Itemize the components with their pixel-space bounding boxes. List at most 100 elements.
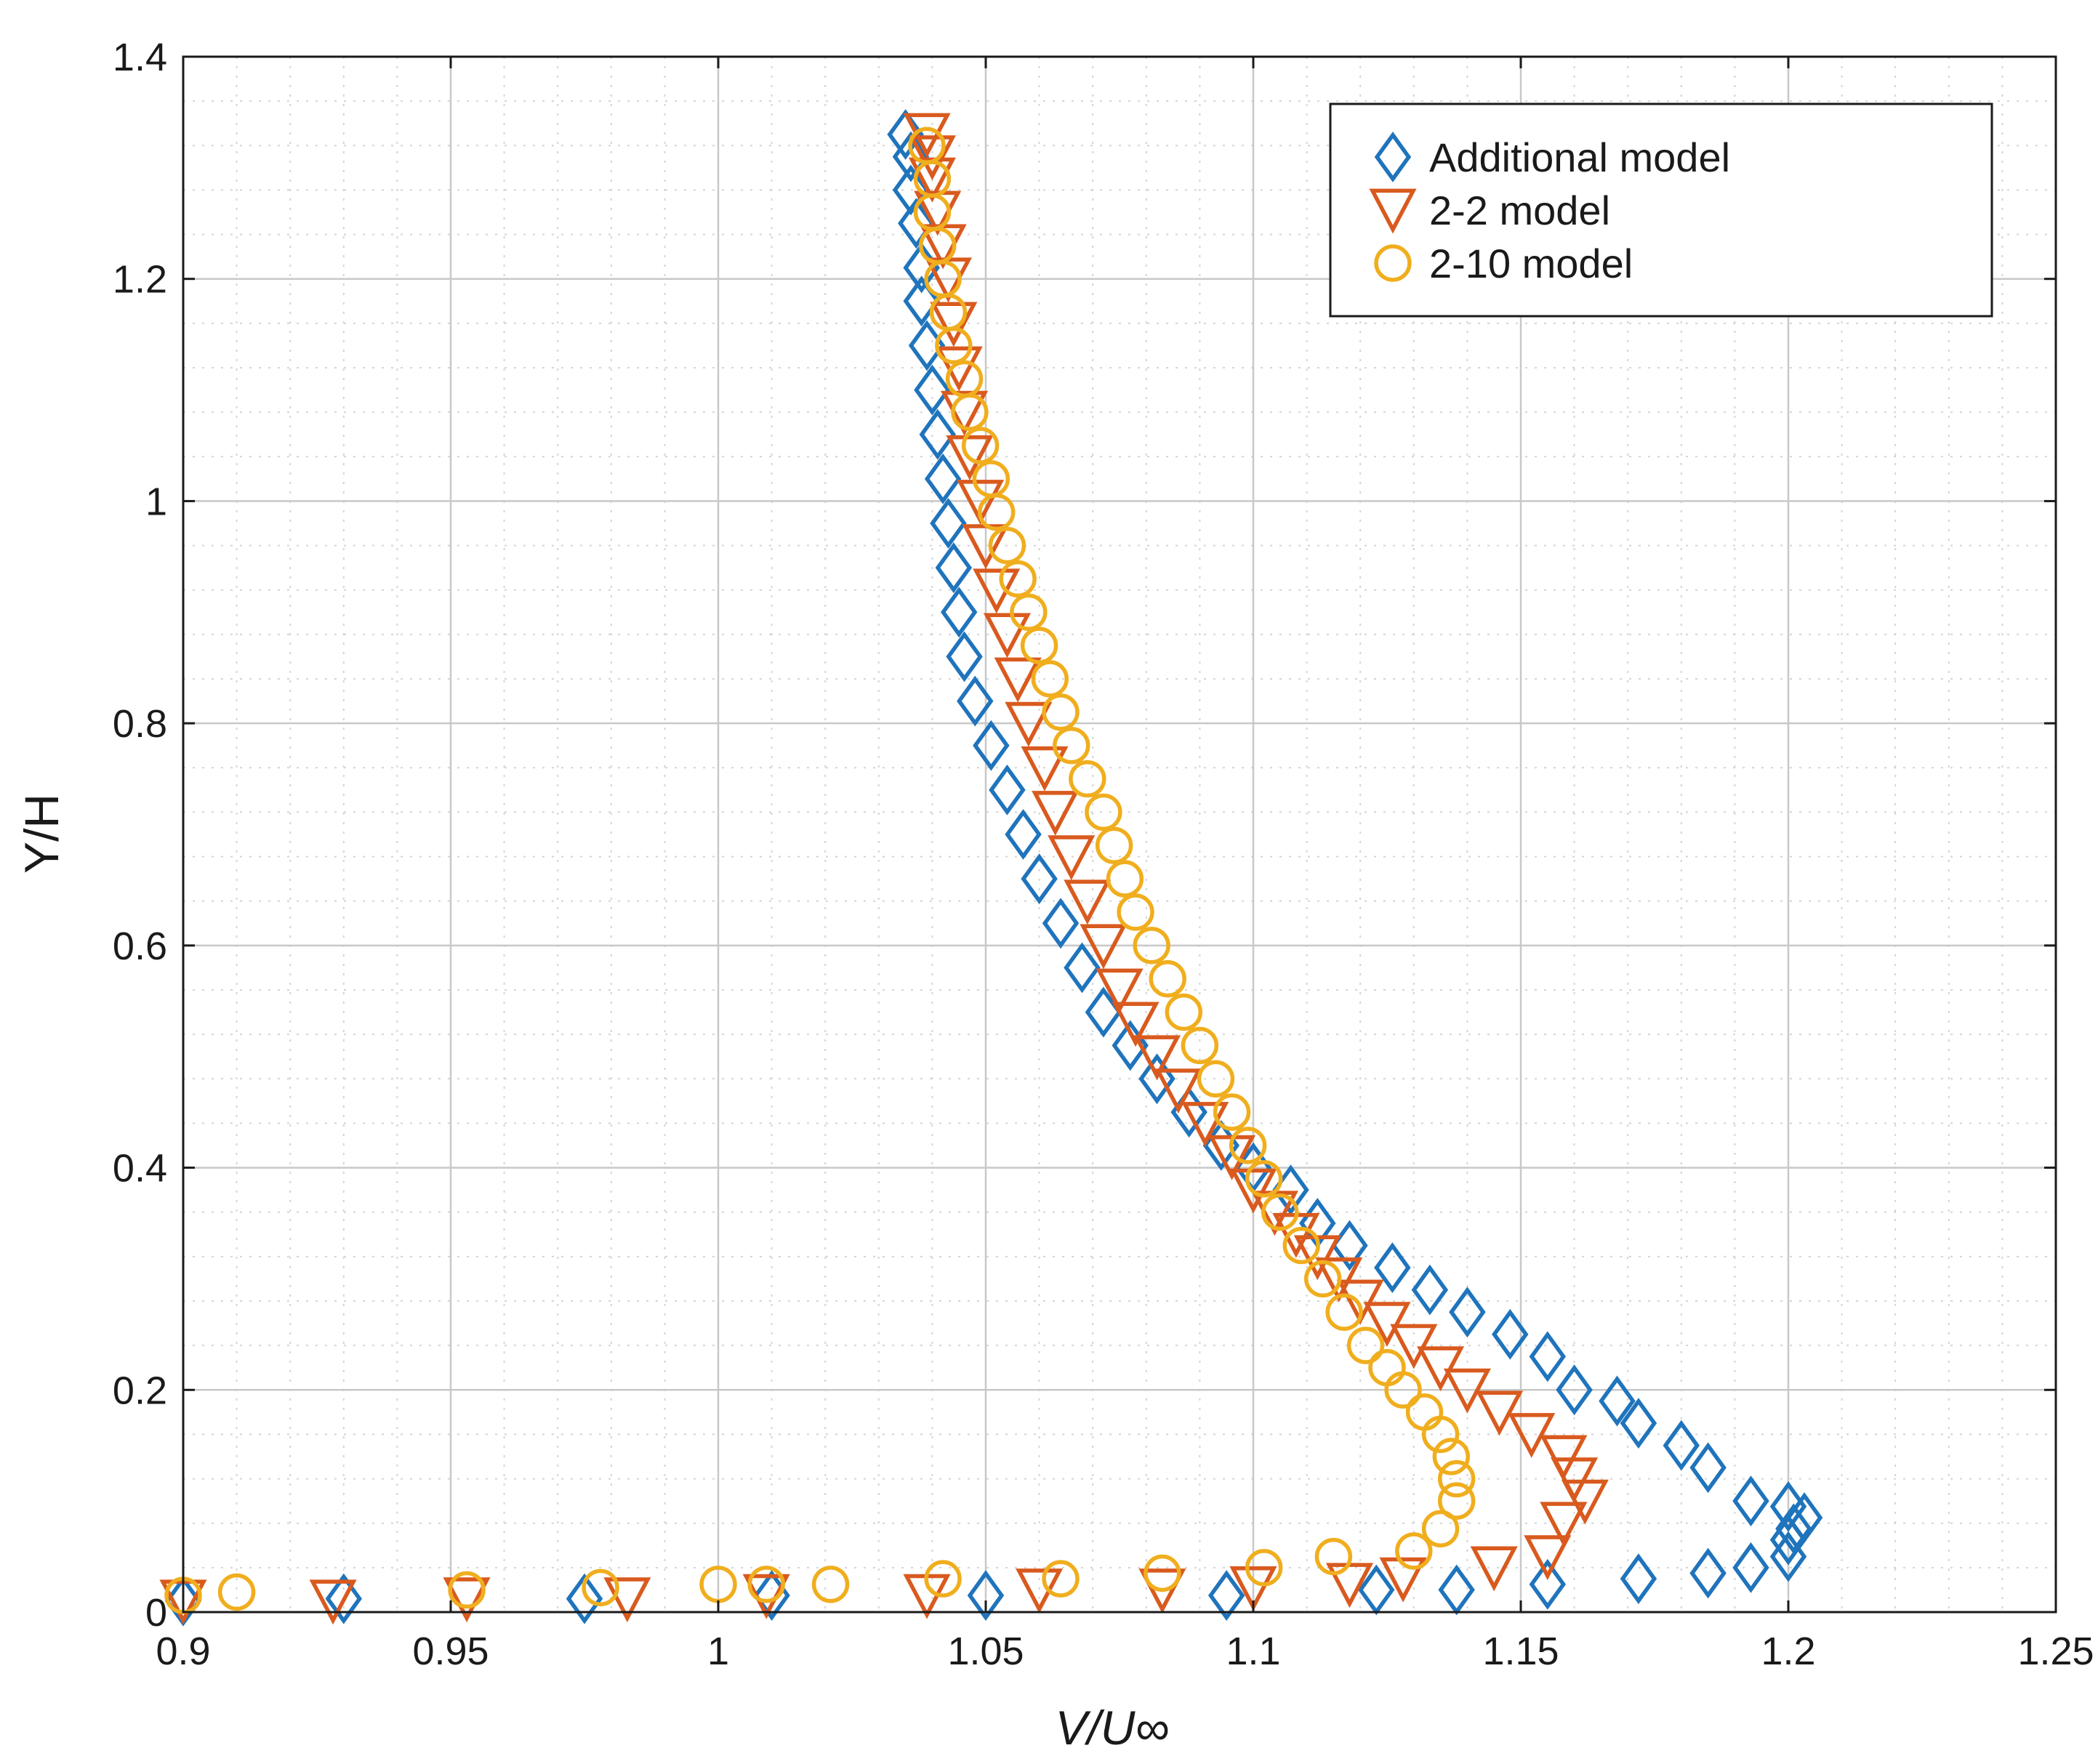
data-point	[1106, 860, 1144, 898]
data-point	[566, 1573, 603, 1624]
data-point	[946, 435, 994, 480]
data-point	[1395, 1532, 1433, 1570]
data-point	[961, 427, 1000, 464]
x-tick-label: 1.05	[947, 1630, 1024, 1673]
data-point	[972, 460, 1010, 498]
legend-label: Additional model	[1429, 134, 1730, 180]
legend-entry-3: 2-10 model	[1374, 241, 1633, 286]
legend-label: 2-10 model	[1429, 241, 1633, 286]
data-point	[1154, 1068, 1202, 1114]
data-point	[1096, 968, 1144, 1014]
data-point	[1540, 1502, 1588, 1547]
data-point	[1282, 1226, 1320, 1265]
data-point	[919, 408, 956, 460]
legend-box	[1329, 102, 1993, 318]
data-point	[1133, 927, 1170, 964]
data-point	[1064, 879, 1112, 925]
minor-grid	[183, 57, 2056, 1612]
data-point	[217, 1573, 256, 1611]
data-point	[1540, 1435, 1588, 1481]
data-point	[1315, 1257, 1363, 1302]
data-point	[1245, 1160, 1283, 1198]
data-point	[935, 346, 983, 392]
series-3	[164, 126, 1476, 1614]
data-point	[1021, 853, 1058, 905]
data-point	[1476, 1390, 1524, 1436]
data-point	[892, 164, 930, 216]
data-point	[1031, 660, 1069, 698]
legend-entries: Additional model 2-2 model 2-10 model	[1369, 132, 1730, 286]
data-point	[1261, 1193, 1299, 1231]
y-tick-label: 1.2	[113, 258, 167, 302]
y-tick-label: 0.4	[113, 1147, 167, 1191]
data-point	[994, 657, 1042, 703]
data-point	[946, 631, 983, 682]
data-point	[1689, 1547, 1727, 1599]
data-point	[1689, 1442, 1727, 1494]
data-point	[1390, 1324, 1438, 1369]
data-point	[1165, 993, 1203, 1031]
legend: Additional model 2-2 model 2-10 model	[1329, 102, 1993, 318]
data-point	[973, 720, 1010, 771]
series-1	[164, 109, 1823, 1627]
legend-marker	[1374, 244, 1412, 282]
data-point	[1133, 1035, 1181, 1081]
data-point	[1492, 1308, 1529, 1360]
data-point	[1508, 1413, 1556, 1458]
data-point	[1374, 1242, 1411, 1294]
y-tick-label: 1.4	[113, 36, 167, 79]
data-point	[1411, 1264, 1449, 1316]
data-point	[1053, 727, 1090, 765]
data-point	[1144, 1554, 1181, 1592]
data-point	[1095, 826, 1133, 864]
axes-frame	[182, 55, 2057, 1614]
data-point	[1620, 1553, 1657, 1605]
data-point	[1529, 1331, 1567, 1382]
data-point	[1138, 1568, 1186, 1614]
data-point	[1112, 1002, 1159, 1047]
data-point	[1663, 1419, 1700, 1471]
data-point	[1470, 1546, 1518, 1592]
x-tick-label: 1.1	[1226, 1630, 1280, 1673]
data-point	[747, 1566, 785, 1603]
data-point	[1005, 809, 1042, 860]
data-point	[1080, 924, 1128, 970]
data-point	[443, 1577, 491, 1623]
data-point	[1325, 1293, 1363, 1331]
x-tick-label: 1.2	[1761, 1630, 1815, 1673]
data-point	[1443, 1368, 1491, 1414]
legend-marker	[1369, 188, 1417, 234]
data-point	[1207, 1570, 1245, 1622]
data-point	[1599, 1375, 1636, 1427]
data-point	[1021, 746, 1069, 792]
x-tick-label: 0.95	[412, 1630, 489, 1673]
y-tick-label: 0.2	[113, 1369, 167, 1412]
data-point	[1732, 1475, 1769, 1527]
data-point	[908, 126, 946, 164]
data-point	[989, 764, 1026, 815]
y-tick-label: 0.6	[113, 925, 167, 968]
data-point	[1245, 1549, 1283, 1587]
data-point	[1405, 1393, 1444, 1431]
data-point	[935, 542, 973, 594]
data-point	[1229, 1127, 1267, 1164]
data-point	[1085, 793, 1122, 831]
x-tick-label: 1	[707, 1630, 729, 1673]
legend-marker	[1374, 132, 1412, 182]
data-point	[582, 1568, 619, 1607]
x-tick-label: 1.25	[2017, 1630, 2094, 1673]
data-point	[1529, 1558, 1567, 1610]
data-point	[1769, 1481, 1807, 1532]
x-tick-label: 1.15	[1482, 1630, 1559, 1673]
data-point	[1524, 1535, 1572, 1581]
legend-entry-1: Additional model	[1374, 132, 1730, 182]
y-tick-label: 0	[145, 1591, 167, 1635]
data-point	[957, 480, 1005, 525]
data-point	[930, 302, 978, 347]
data-point	[914, 364, 951, 416]
data-point	[448, 1571, 486, 1609]
x-axis-ticks: 0.9 0.95 1 1.05 1.1 1.15 1.2 1.25	[156, 57, 2094, 1673]
data-point	[1303, 1260, 1342, 1298]
data-point	[1421, 1510, 1460, 1548]
